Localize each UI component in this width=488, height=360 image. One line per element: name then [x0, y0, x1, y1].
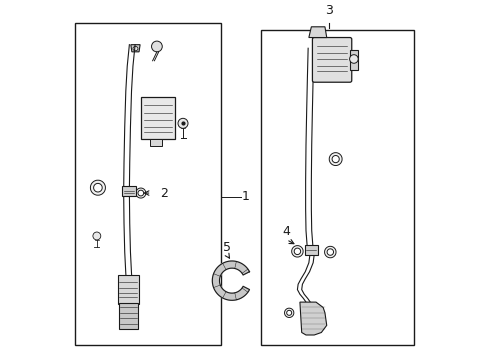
FancyBboxPatch shape: [312, 37, 351, 82]
Bar: [117, 275, 139, 304]
Bar: [304, 245, 318, 255]
Circle shape: [151, 41, 162, 52]
Polygon shape: [299, 302, 326, 335]
Bar: [121, 186, 136, 196]
Bar: [75, 23, 221, 345]
Text: 3: 3: [324, 4, 332, 17]
Bar: [119, 303, 138, 329]
Bar: [141, 96, 174, 139]
Bar: [260, 30, 413, 345]
Polygon shape: [130, 45, 140, 52]
Bar: [349, 50, 357, 70]
Text: 5: 5: [223, 241, 231, 254]
Polygon shape: [212, 261, 249, 300]
Circle shape: [178, 118, 187, 129]
Text: 4: 4: [282, 225, 290, 238]
Circle shape: [349, 55, 358, 63]
Polygon shape: [308, 27, 326, 37]
Text: 2: 2: [160, 186, 168, 199]
Bar: [149, 139, 162, 146]
Text: 1: 1: [242, 190, 249, 203]
Ellipse shape: [133, 46, 138, 51]
Circle shape: [93, 232, 101, 240]
